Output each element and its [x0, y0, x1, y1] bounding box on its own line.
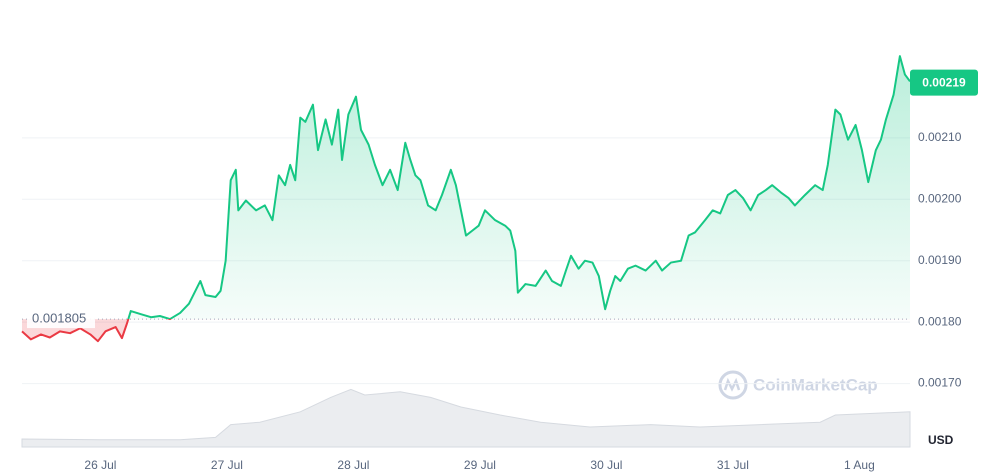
watermark: CoinMarketCap: [753, 375, 878, 394]
x-tick-label: 27 Jul: [211, 458, 243, 472]
price-line: [21, 55, 911, 343]
baseline-label-bg: [27, 310, 95, 329]
y-tick-label: 0.00170: [918, 376, 962, 390]
last-value-badge: [910, 69, 978, 96]
x-tick-label: 30 Jul: [590, 458, 622, 472]
y-tick-label: 0.00190: [918, 253, 962, 267]
price-area: [22, 56, 910, 342]
x-tick-label: 26 Jul: [84, 458, 116, 472]
x-tick-label: 29 Jul: [464, 458, 496, 472]
y-unit: USD: [928, 433, 954, 447]
y-tick-label: 0.00200: [918, 191, 962, 205]
x-tick-label: 28 Jul: [337, 458, 369, 472]
x-tick-label: 31 Jul: [717, 458, 749, 472]
y-tick-label: 0.00210: [918, 130, 962, 144]
volume-area: [21, 388, 911, 448]
baseline-label: 0.001805: [32, 311, 86, 326]
x-tick-label: 1 Aug: [844, 458, 875, 472]
y-tick-label: 0.00180: [918, 314, 962, 328]
last-value-label: 0.00219: [922, 76, 966, 90]
